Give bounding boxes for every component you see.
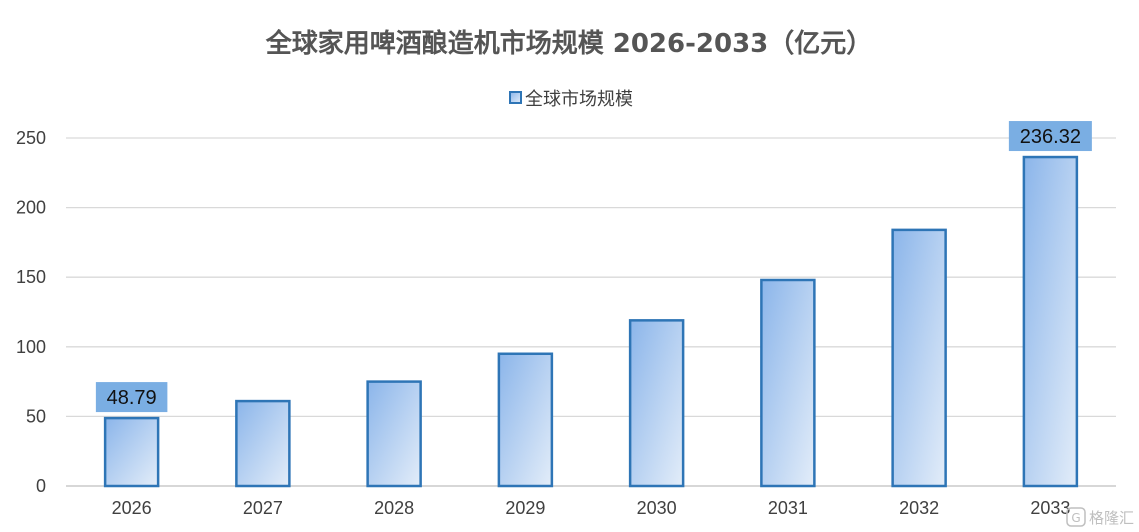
y-tick-label: 0 xyxy=(36,476,46,496)
x-tick-label: 2026 xyxy=(112,498,152,518)
x-tick-label: 2033 xyxy=(1030,498,1070,518)
x-tick-label: 2032 xyxy=(899,498,939,518)
x-tick-label: 2030 xyxy=(637,498,677,518)
y-tick-label: 200 xyxy=(16,198,46,218)
bar-2030 xyxy=(628,319,685,488)
x-axis-ticks: 2026 2027 2028 2029 2030 2031 2032 2033 xyxy=(112,498,1071,518)
data-label-box xyxy=(1008,121,1092,152)
x-tick-label: 2031 xyxy=(768,498,808,518)
bar-2028 xyxy=(366,380,422,488)
chart-title: 全球家用啤酒酿造机市场规模 2026-2033（亿元） xyxy=(265,28,873,59)
bar-2027 xyxy=(235,399,291,488)
bar-2029 xyxy=(497,352,554,488)
bars xyxy=(103,155,1079,488)
x-tick-label: 2027 xyxy=(243,498,283,518)
gridlines xyxy=(66,137,1116,487)
data-label: 236.32 xyxy=(1020,126,1081,148)
x-tick-label: 2028 xyxy=(374,498,414,518)
watermark: G 格隆汇 xyxy=(1066,507,1134,527)
bar-2032 xyxy=(891,228,947,488)
data-labels: 48.79 236.32 xyxy=(95,121,1092,413)
data-label-box xyxy=(95,382,168,413)
legend-swatch xyxy=(509,91,522,104)
y-axis-ticks: 0 50 100 150 200 250 xyxy=(16,128,46,496)
data-label: 48.79 xyxy=(107,387,157,409)
x-tick-label: 2029 xyxy=(505,498,545,518)
legend: 全球市场规模 xyxy=(509,89,633,110)
y-tick-label: 100 xyxy=(16,337,46,357)
bar-2026 xyxy=(103,416,160,488)
y-tick-label: 250 xyxy=(16,128,46,148)
svg-text:G: G xyxy=(1071,511,1080,525)
legend-label: 全球市场规模 xyxy=(525,89,633,110)
bar-2031 xyxy=(760,278,816,488)
watermark-text: 格隆汇 xyxy=(1089,509,1134,527)
y-tick-label: 150 xyxy=(16,267,46,287)
y-tick-label: 50 xyxy=(26,406,46,426)
gelonghui-logo-icon: G xyxy=(1066,507,1086,527)
bar-2033 xyxy=(1022,155,1079,488)
